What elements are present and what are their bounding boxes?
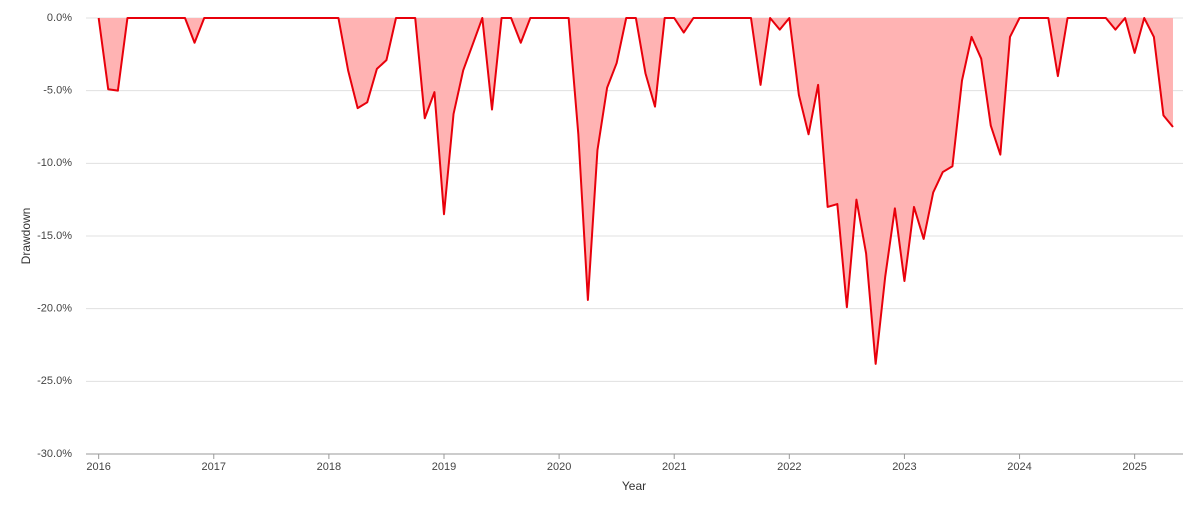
y-tick-label: -15.0%: [37, 230, 72, 242]
y-tick-label: -30.0%: [37, 448, 72, 460]
x-tick-label: 2025: [1122, 461, 1146, 473]
x-tick-label: 2021: [662, 461, 686, 473]
y-axis-title: Drawdown: [19, 208, 33, 265]
y-tick-label: -25.0%: [37, 375, 72, 387]
area-fill: [98, 18, 1173, 364]
x-tick-label: 2017: [202, 461, 226, 473]
y-tick-label: -5.0%: [43, 85, 72, 97]
y-tick-label: -10.0%: [37, 157, 72, 169]
x-tick-label: 2022: [777, 461, 801, 473]
x-tick-label: 2020: [547, 461, 571, 473]
x-tick-label: 2016: [86, 461, 110, 473]
y-tick-label: -20.0%: [37, 303, 72, 315]
x-axis-title: Year: [622, 479, 646, 493]
x-tick-label: 2023: [892, 461, 916, 473]
x-tick-label: 2019: [432, 461, 456, 473]
x-tick-label: 2018: [317, 461, 341, 473]
y-tick-label: 0.0%: [47, 12, 72, 24]
x-tick-label: 2024: [1007, 461, 1031, 473]
drawdown-line: [97, 17, 1174, 365]
